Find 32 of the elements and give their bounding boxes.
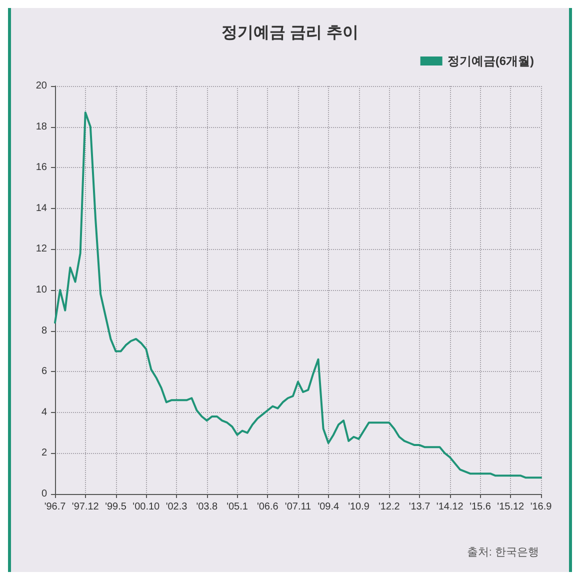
y-tick-label: 6 <box>41 366 48 378</box>
x-tick-label: '00.10 <box>132 502 160 512</box>
x-tick-label: '03.8 <box>196 502 218 512</box>
y-tick-label: 20 <box>36 80 48 92</box>
x-tick-label: '09.4 <box>318 502 340 512</box>
x-tick-label: '97.12 <box>72 502 100 512</box>
x-tick-label: '06.6 <box>256 502 279 512</box>
y-tick-label: 2 <box>41 448 48 459</box>
x-tick-label: '07.11 <box>284 502 312 512</box>
y-tick-label: 0 <box>41 488 48 500</box>
x-tick-label: '14.12 <box>436 502 464 512</box>
y-tick-label: 4 <box>41 406 48 418</box>
x-tick-label: '10.9 <box>348 502 370 512</box>
y-tick-label: 18 <box>36 121 48 132</box>
y-tick-label: 14 <box>36 202 48 214</box>
y-tick-label: 8 <box>41 325 48 336</box>
line-series <box>54 112 542 479</box>
chart-title: 정기예금 금리 추이 <box>222 24 358 42</box>
legend-label: 정기예금(6개월) <box>447 54 534 68</box>
x-tick-label: '96.7 <box>44 502 66 512</box>
x-tick-label: '02.3 <box>166 502 188 512</box>
source-note: 출처: 한국은행 <box>466 546 540 558</box>
y-tick-label: 12 <box>36 244 48 255</box>
x-tick-label: '05.1 <box>226 502 248 512</box>
x-tick-label: '13.7 <box>408 502 431 512</box>
x-tick-label: '15.12 <box>497 502 525 512</box>
y-tick-label: 16 <box>36 162 48 174</box>
x-tick-label: '99.5 <box>105 502 127 512</box>
x-tick-label: '16.9 <box>530 502 552 512</box>
y-tick-label: 10 <box>36 284 48 296</box>
x-tick-label: '15.6 <box>470 502 492 512</box>
x-tick-label: '12.2 <box>378 502 400 512</box>
